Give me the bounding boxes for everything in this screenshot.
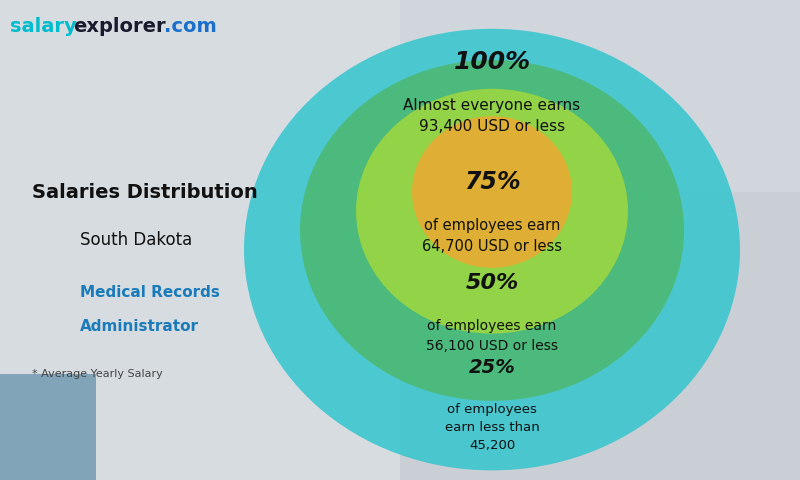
Bar [0,374,96,480]
Text: Medical Records: Medical Records [80,285,220,300]
Text: Almost everyone earns
93,400 USD or less: Almost everyone earns 93,400 USD or less [403,98,581,134]
Ellipse shape [356,89,628,334]
Bar [0,0,400,480]
Text: 100%: 100% [454,50,530,74]
Ellipse shape [244,29,740,470]
Bar [0,0,800,192]
Ellipse shape [300,60,684,401]
Text: * Average Yearly Salary: * Average Yearly Salary [32,370,162,379]
Text: Salaries Distribution: Salaries Distribution [32,182,258,202]
Text: 75%: 75% [464,170,520,194]
Text: salary: salary [10,17,76,36]
Text: Administrator: Administrator [80,319,199,334]
Text: 25%: 25% [469,358,515,377]
Text: of employees earn
56,100 USD or less: of employees earn 56,100 USD or less [426,319,558,353]
Text: .com: .com [164,17,217,36]
Text: South Dakota: South Dakota [80,231,192,249]
Text: 50%: 50% [466,273,518,293]
Text: of employees earn
64,700 USD or less: of employees earn 64,700 USD or less [422,218,562,254]
Ellipse shape [412,116,572,268]
Text: of employees
earn less than
45,200: of employees earn less than 45,200 [445,403,539,452]
Text: explorer: explorer [74,17,166,36]
